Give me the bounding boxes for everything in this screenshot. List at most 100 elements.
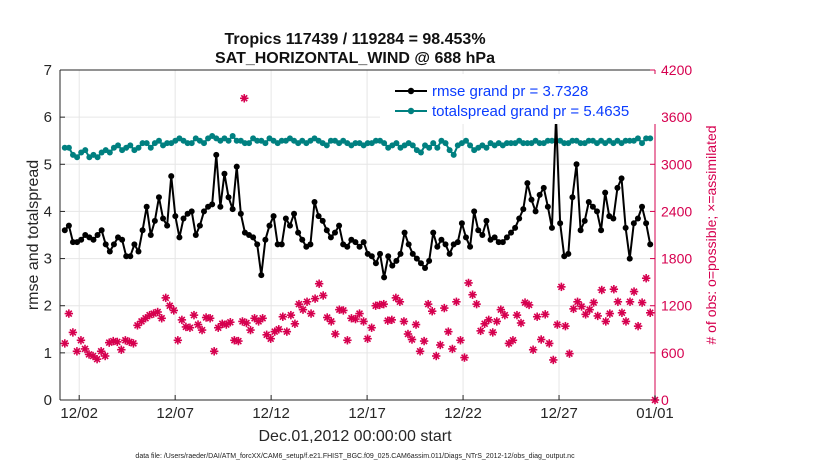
obs-marker <box>379 299 388 309</box>
rmse-point <box>434 243 441 250</box>
obs-marker <box>452 297 461 306</box>
rmse-point <box>491 234 498 241</box>
x-tick-label: 12/27 <box>540 405 578 422</box>
rmse-point <box>581 217 588 224</box>
obs-marker <box>524 300 534 310</box>
rmse-point <box>499 239 506 246</box>
obs-marker <box>541 310 550 319</box>
rmse-point <box>577 227 584 234</box>
obs-marker <box>423 299 433 309</box>
rmse-point <box>65 222 72 229</box>
rmse-point <box>135 248 142 255</box>
obs-marker <box>609 285 619 294</box>
obs-marker <box>637 298 647 307</box>
rmse-point <box>360 239 367 246</box>
obs-marker <box>444 327 453 336</box>
obs-marker <box>185 323 195 332</box>
rmse-point <box>458 220 465 227</box>
rmse-point <box>385 253 392 260</box>
obs-marker <box>331 329 340 339</box>
rmse-point <box>143 203 150 210</box>
rmse-point <box>286 222 293 229</box>
totalspread-point <box>442 140 449 147</box>
obs-marker <box>294 299 304 309</box>
rmse-point <box>213 151 220 158</box>
rmse-point <box>438 236 445 243</box>
obs-marker <box>589 298 598 307</box>
rmse-point <box>602 189 609 196</box>
rmse-point <box>221 170 228 177</box>
obs-marker <box>177 315 187 325</box>
obs-marker <box>577 302 586 311</box>
rmse-point <box>61 227 68 234</box>
obs-marker <box>113 337 122 347</box>
totalspread-point <box>417 149 424 156</box>
totalspread-point <box>409 142 416 149</box>
totalspread-point <box>430 140 437 147</box>
obs-marker <box>553 320 562 329</box>
obs-marker <box>60 339 69 348</box>
rmse-point <box>630 220 637 227</box>
obs-marker <box>561 321 570 331</box>
obs-marker <box>278 312 288 321</box>
rmse-point <box>516 215 523 222</box>
rmse-point <box>569 194 576 201</box>
obs-marker <box>629 287 639 296</box>
rmse-point <box>409 250 416 257</box>
y2-tick-label: 600 <box>661 345 685 361</box>
y-axis-label: rmse and totalspread <box>25 160 42 310</box>
rmse-point <box>282 215 289 222</box>
rmse-point <box>188 208 195 215</box>
rmse-point <box>405 241 412 248</box>
obs-marker <box>314 279 324 288</box>
totalspread-point <box>426 144 433 151</box>
obs-marker <box>399 317 409 326</box>
totalspread-point <box>323 142 330 149</box>
x-tick-label: 12/02 <box>60 405 98 422</box>
obs-marker <box>569 304 578 314</box>
rmse-point <box>323 227 330 234</box>
obs-marker <box>367 323 376 332</box>
rmse-point <box>172 213 179 220</box>
obs-marker <box>266 334 275 343</box>
totalspread-point <box>94 154 101 161</box>
obs-marker <box>355 309 364 318</box>
obs-marker <box>512 310 522 320</box>
obs-marker <box>641 274 651 283</box>
y2-tick-label: 1800 <box>661 251 692 267</box>
rmse-point <box>217 203 224 210</box>
rmse-point <box>176 234 183 241</box>
rmse-point <box>106 248 113 255</box>
rmse-point <box>389 262 396 269</box>
rmse-point <box>262 236 269 243</box>
rmse-point <box>327 234 334 241</box>
legend: rmse grand pr = 3.7328 totalspread grand… <box>380 74 662 124</box>
rmse-point <box>102 241 109 248</box>
rmse-point <box>503 234 510 241</box>
rmse-point <box>336 222 343 229</box>
obs-marker <box>488 328 497 337</box>
y-tick-label: 0 <box>44 392 52 409</box>
rmse-point <box>508 229 515 236</box>
rmse-point <box>127 253 134 260</box>
rmse-point <box>475 227 482 234</box>
obs-marker <box>387 315 397 325</box>
obs-marker <box>153 307 162 317</box>
rmse-point <box>462 234 469 241</box>
rmse-point <box>119 236 126 243</box>
obs-marker <box>310 294 320 303</box>
obs-marker <box>286 310 296 320</box>
rmse-point <box>270 213 277 220</box>
obs-marker <box>189 310 199 320</box>
data-file-footer: data file: /Users/raeder/DAI/ATM_forcXX/… <box>135 453 575 460</box>
rmse-point <box>155 194 162 201</box>
y-tick-label: 3 <box>44 251 52 268</box>
y-tick-label: 5 <box>44 156 52 173</box>
y2-tick-label: 0 <box>661 392 669 408</box>
y-tick-label: 2 <box>44 298 52 315</box>
rmse-point <box>196 222 203 229</box>
rmse-point <box>319 217 326 224</box>
obs-marker <box>646 308 655 317</box>
rmse-point <box>377 250 384 257</box>
rmse-point <box>368 253 375 260</box>
